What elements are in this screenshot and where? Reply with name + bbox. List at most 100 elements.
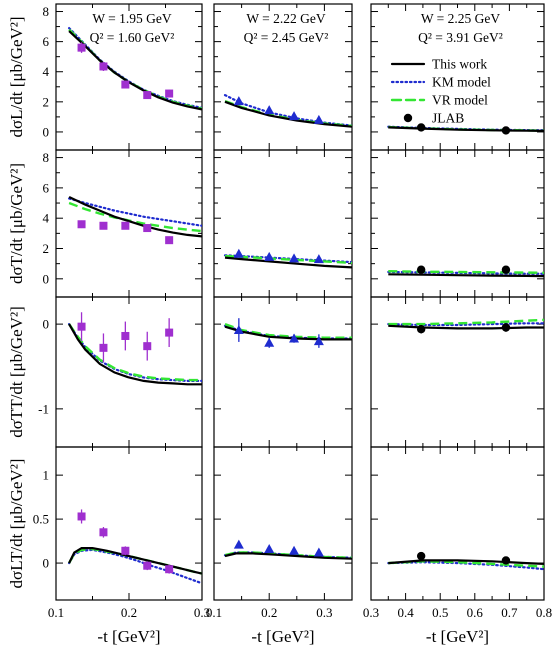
jlab-point (99, 221, 108, 230)
y-tick-label: 6 (43, 180, 50, 195)
series-this-work (388, 324, 544, 330)
kinematics-w: W = 2.25 GeV (421, 11, 501, 26)
y-tick-label: 8 (43, 150, 50, 165)
series-this-work (388, 273, 544, 278)
kinematics-q2: Q² = 2.45 GeV² (244, 30, 329, 45)
panel-r1-c2: W = 2.22 GeV Q² = 2.45 GeV² (213, 3, 353, 151)
jlab-point (143, 91, 152, 100)
series-this-work (68, 30, 202, 111)
legend-label: KM model (432, 75, 491, 90)
y-tick-label: 6 (43, 34, 50, 49)
y-tick-label: 8 (43, 4, 50, 19)
jlab-point (77, 43, 86, 52)
y-axis-title: dσL/dt [μb/GeV²] (7, 16, 26, 137)
jlab-point (264, 251, 275, 261)
legend-entry: JLAB (403, 111, 464, 126)
jlab-point (77, 512, 86, 521)
panel-r2-c3 (370, 149, 545, 298)
panel-r3-c2 (213, 296, 353, 448)
jlab-point (501, 265, 511, 274)
jlab-point (313, 254, 324, 264)
series-vr-model (224, 254, 352, 265)
legend-label: This work (432, 57, 487, 72)
series-vr-model (68, 201, 202, 233)
legend: This work KM model VR model JLAB (390, 57, 491, 126)
jlab-point (264, 544, 275, 553)
kinematics-w: W = 2.22 GeV (246, 11, 326, 26)
panel-frame (55, 296, 203, 448)
legend-marker (403, 113, 413, 123)
y-tick-label: 0 (43, 556, 50, 571)
x-tick-label: 0.1 (48, 605, 64, 620)
y-axis-title: dσTT/dt [μb/GeV²] (7, 306, 26, 437)
jlab-point (416, 325, 426, 334)
jlab-point (289, 111, 300, 121)
series-this-work (68, 323, 202, 386)
jlab-point (313, 114, 324, 124)
jlab-point (143, 561, 152, 570)
series-this-work (388, 559, 544, 565)
kinematics-w: W = 1.95 GeV (92, 11, 172, 26)
panel-r3-c3 (370, 296, 545, 448)
series-vr-model (68, 323, 202, 382)
series-vr-model (68, 547, 202, 575)
jlab-point (416, 265, 426, 274)
x-tick-label: 0.6 (467, 605, 484, 620)
x-tick-label: 0.3 (194, 605, 210, 620)
jlab-point (165, 89, 174, 98)
y-axis-title: dσT/dt [μb/GeV²] (7, 163, 26, 284)
x-tick-label: 0.3 (363, 605, 379, 620)
y-tick-label: 0.5 (33, 512, 49, 527)
jlab-point (165, 565, 174, 574)
panel-frame (213, 296, 353, 448)
panel-frame (370, 296, 545, 448)
x-axis-title: -t [GeV²] (251, 627, 314, 646)
y-tick-label: 0 (43, 271, 50, 286)
series-this-work (224, 256, 352, 269)
y-tick-label: 0 (43, 124, 50, 139)
y-tick-label: 4 (43, 64, 50, 79)
x-tick-label: 0.2 (261, 605, 277, 620)
kinematics-q2: Q² = 1.60 GeV² (90, 30, 175, 45)
jlab-point (289, 253, 300, 263)
jlab-point (264, 105, 275, 115)
jlab-point (233, 248, 244, 258)
legend-entry: KM model (390, 75, 491, 90)
series-this-work (68, 547, 202, 575)
y-tick-label: -1 (38, 401, 49, 416)
jlab-point (77, 322, 86, 331)
jlab-point (99, 528, 108, 537)
y-tick-label: 4 (43, 211, 50, 226)
panel-r1-c1: 0 2 4 6 8 W = 1.95 GeV Q² = 1.60 GeV² (43, 3, 203, 151)
panel-r2-c2 (213, 149, 353, 298)
y-tick-label: 0 (43, 317, 50, 332)
legend-label: VR model (432, 93, 488, 108)
legend-label: JLAB (432, 111, 464, 126)
x-tick-label: 0.5 (432, 605, 448, 620)
jlab-point (416, 123, 426, 132)
series-this-work (224, 552, 352, 560)
jlab-point (501, 126, 511, 135)
x-axis-title: -t [GeV²] (426, 627, 489, 646)
panel-frame (213, 446, 353, 601)
jlab-point (289, 333, 300, 343)
y-tick-label: 2 (43, 241, 50, 256)
jlab-point (143, 224, 152, 233)
series-km-model (68, 548, 202, 585)
jlab-point (165, 328, 174, 337)
x-tick-label: 0.1 (206, 605, 222, 620)
panel-r4-c2 (213, 446, 353, 601)
jlab-point (264, 337, 275, 347)
series-vr-model (388, 318, 544, 326)
x-tick-label: 0.7 (501, 605, 518, 620)
series-km-model (223, 94, 352, 127)
x-tick-label: 0.4 (397, 605, 414, 620)
jlab-point (165, 236, 174, 245)
series-vr-model (224, 99, 352, 128)
x-tick-label: 0.2 (121, 605, 137, 620)
axis-labels: dσL/dt [μb/GeV²] dσT/dt [μb/GeV²] dσTT/dt … (7, 16, 552, 646)
jlab-point (121, 331, 130, 340)
y-axis-title: dσLT/dt [μb/GeV²] (7, 459, 26, 589)
panel-frame (55, 446, 203, 601)
